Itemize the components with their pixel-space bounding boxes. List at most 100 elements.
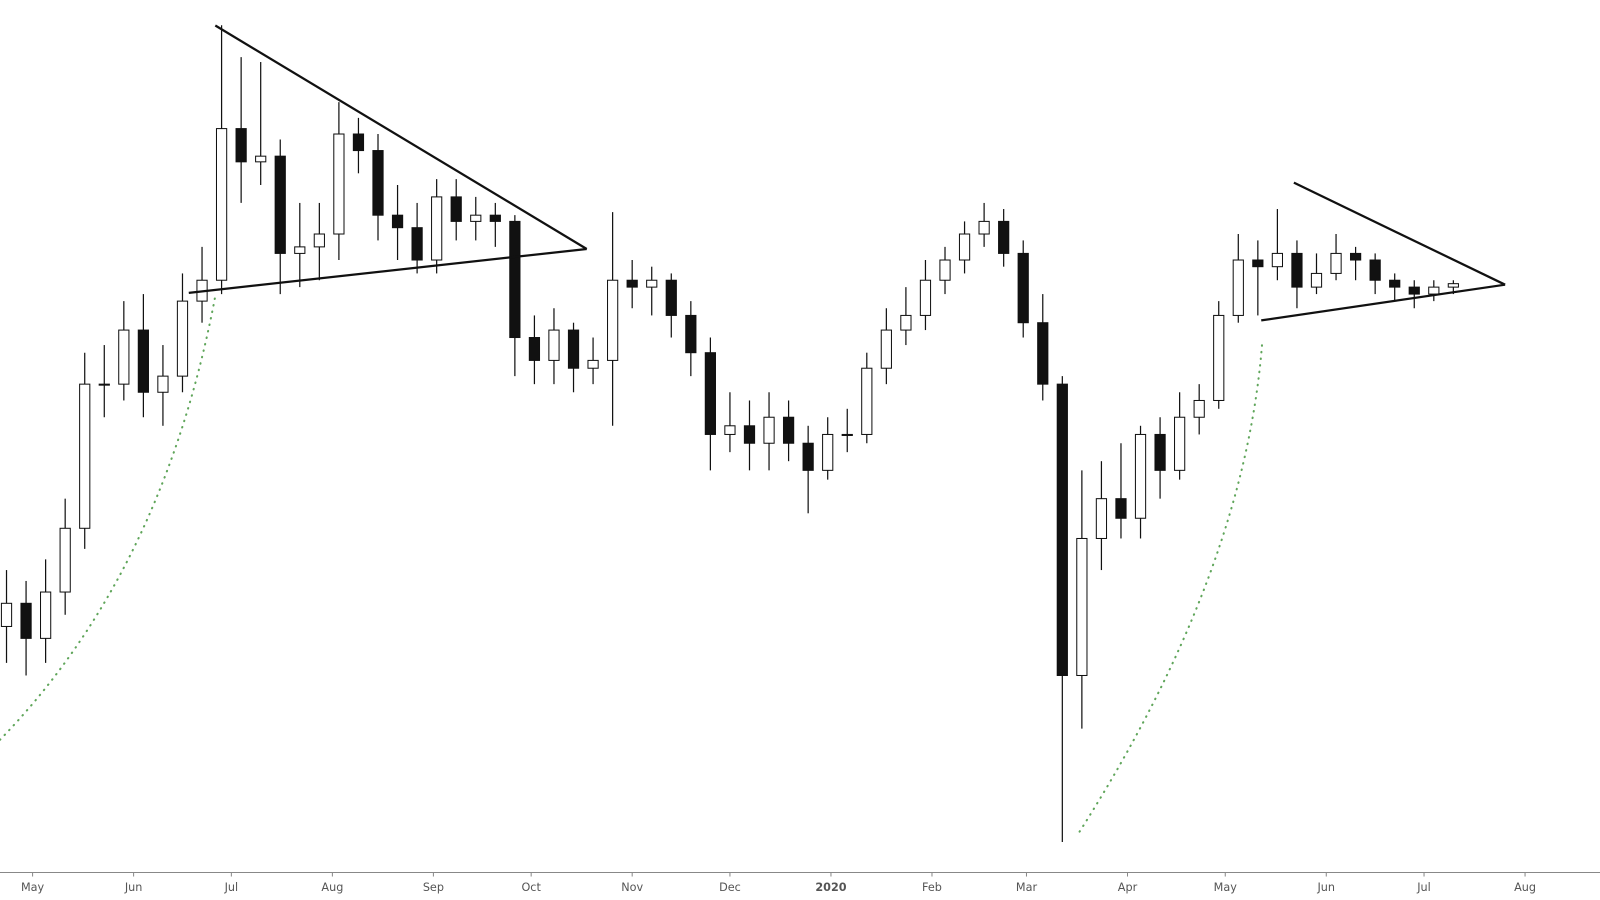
candle-body (802, 442, 814, 471)
candle-body (880, 329, 892, 369)
candle-body (646, 279, 658, 288)
annotations (188, 24, 1506, 322)
candle-body (587, 359, 599, 369)
candle-body (841, 433, 853, 436)
candle-body (372, 150, 384, 216)
candle-body (450, 196, 462, 222)
x-tick-label: Nov (621, 881, 643, 894)
candle-body (978, 220, 990, 235)
candle-body (958, 233, 971, 261)
candle-body (763, 416, 775, 444)
candle-body (685, 314, 697, 354)
x-tick-label: Apr (1118, 881, 1138, 894)
candle-body (1056, 383, 1068, 676)
x-tick-label: Jun (1317, 881, 1336, 894)
candle-body (626, 279, 638, 288)
candle-body (607, 279, 619, 361)
candle-body (724, 425, 736, 435)
candle-body (59, 527, 71, 593)
candle-body (20, 602, 32, 639)
candle-body (333, 133, 345, 235)
candle-body (391, 214, 404, 229)
candle-body (548, 329, 560, 361)
dotted-curve (0, 294, 217, 741)
candle-body (294, 246, 306, 254)
candle-body (1017, 252, 1029, 324)
candle-body (98, 383, 110, 386)
candle-body (1310, 272, 1323, 288)
candle-body (861, 367, 873, 435)
candle-body (411, 227, 423, 261)
x-tick-label: Dec (719, 881, 741, 894)
candle-body (235, 128, 247, 163)
candle-body (822, 433, 834, 471)
candle-body (939, 259, 951, 281)
candle-body (0, 602, 13, 627)
candle-body (431, 196, 443, 261)
candle-body (1271, 252, 1284, 268)
candle-body (665, 279, 677, 316)
candle-body (1037, 322, 1049, 385)
candle-body (704, 352, 716, 435)
x-tick-label: Feb (922, 881, 942, 894)
candle-body (79, 383, 91, 529)
candle-body (1134, 433, 1147, 519)
candle-body (782, 416, 795, 444)
trend-line (1261, 283, 1506, 322)
x-tick-label: Sep (423, 881, 444, 894)
candle-body (313, 233, 325, 248)
x-tick-label: 2020 (815, 881, 846, 894)
candle-body (118, 329, 130, 385)
candle-body (1349, 252, 1362, 261)
candle-body (919, 279, 932, 316)
candle-body (1115, 498, 1127, 519)
candle-body (1408, 286, 1420, 295)
x-tick-label: Mar (1016, 881, 1038, 894)
candle-body (1447, 283, 1459, 288)
candle-body (1174, 416, 1186, 471)
candle-body (352, 133, 365, 152)
candle-body (489, 214, 501, 222)
x-tick-label: Aug (321, 881, 343, 894)
candle-body (137, 329, 149, 393)
x-tick-label: Aug (1514, 881, 1536, 894)
x-tick-label: Oct (521, 881, 541, 894)
candle-body (1095, 498, 1108, 539)
candle-body (528, 337, 541, 361)
x-tick-label: May (1214, 881, 1238, 894)
candle-body (1213, 314, 1225, 401)
candle-body (743, 425, 756, 444)
candle-body (274, 155, 286, 254)
candle-body (998, 220, 1010, 254)
candle-body (509, 220, 521, 339)
trend-line (188, 247, 587, 294)
candle-body (255, 155, 267, 163)
curves (0, 294, 1264, 833)
candle-body (567, 329, 580, 369)
candle-body (1291, 252, 1303, 288)
candle-body (900, 314, 912, 331)
trend-line (214, 24, 588, 250)
candle-body (1076, 537, 1088, 676)
x-axis: May Jun Jul Aug Sep Oct Nov Dec 2020 Feb Mar Apr May… (21, 872, 1536, 894)
candle-body (1428, 286, 1440, 295)
candle-body (176, 300, 189, 377)
candle-body (1389, 279, 1401, 288)
candle-body (470, 214, 482, 222)
candle-body (215, 128, 228, 281)
trend-line (1293, 181, 1506, 286)
x-tick-label: Jun (124, 881, 143, 894)
x-tick-label: Jul (224, 881, 239, 894)
candle-body (157, 375, 169, 393)
candle-body (1252, 259, 1264, 268)
candle-body (1154, 433, 1166, 471)
x-tick-label: May (21, 881, 45, 894)
candle-body (1369, 259, 1381, 281)
candle-body (1330, 252, 1342, 274)
candles (0, 25, 1459, 842)
candle-body (1232, 259, 1244, 316)
candle-body (40, 591, 52, 639)
x-tick-label: Jul (1416, 881, 1431, 894)
